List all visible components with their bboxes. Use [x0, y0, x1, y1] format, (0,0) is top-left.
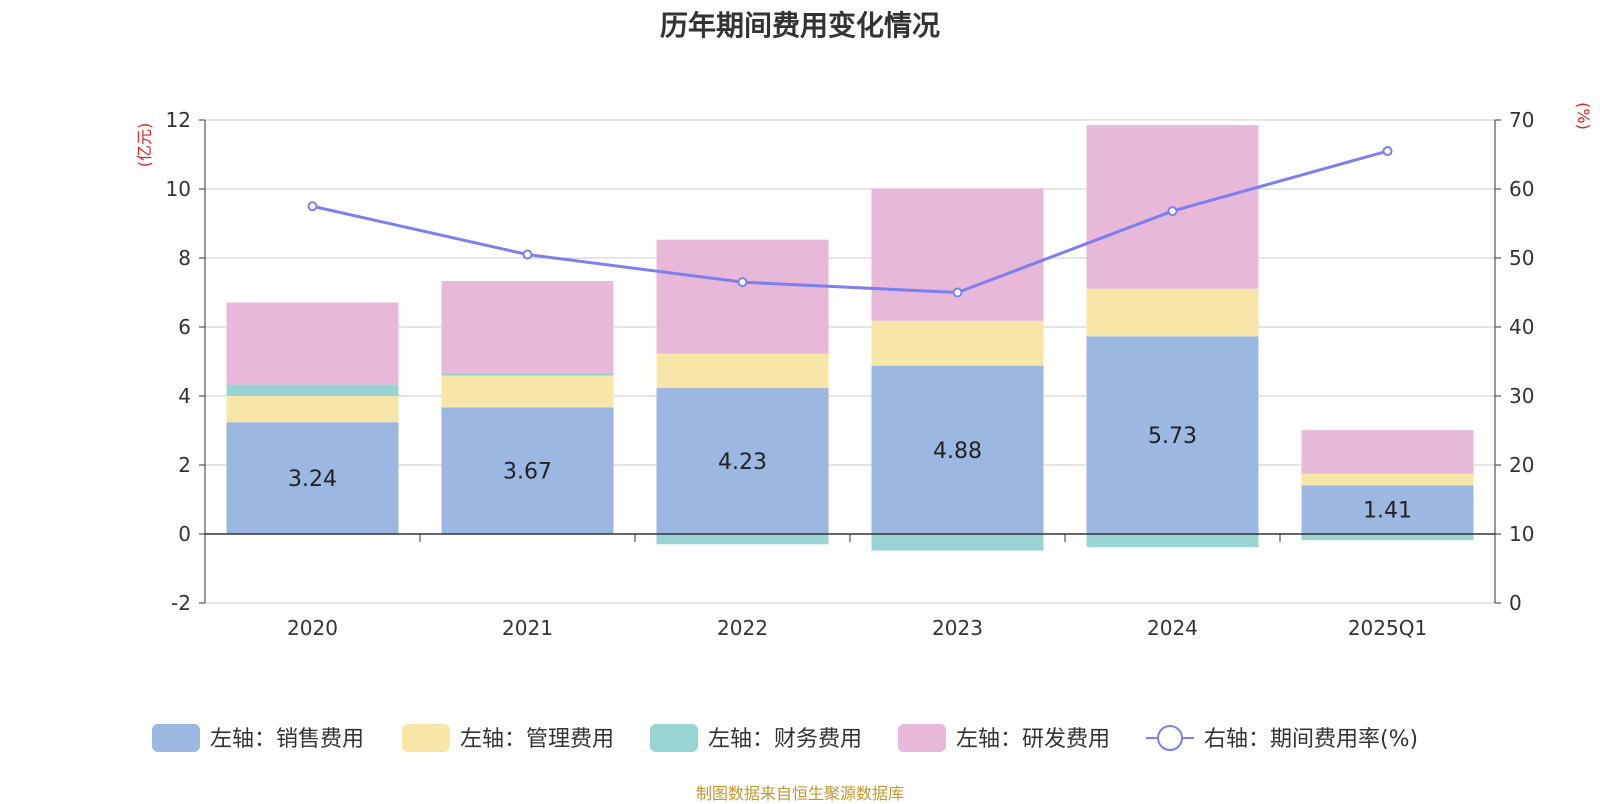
left-tick-label: 2: [178, 453, 191, 477]
right-tick-label: 60: [1509, 177, 1534, 201]
right-tick-label: 10: [1509, 522, 1534, 546]
bar-segment: [441, 372, 614, 376]
legend-label: 左轴：财务费用: [708, 727, 862, 752]
rate-point: [1167, 206, 1178, 217]
bar-segment: [226, 302, 399, 385]
bar-segment: [871, 320, 1044, 366]
axes-layer: -2 0 2 4 6 8 10 12 0 10 20 30 40 50 60 70 2020 2021 2022 20…: [166, 108, 1535, 640]
left-tick-label: 6: [178, 315, 191, 339]
bar-segment: [1301, 430, 1474, 474]
bar-value-label: 4.23: [718, 450, 767, 475]
right-tick-label: 50: [1509, 246, 1534, 270]
bar-segment: [1086, 288, 1259, 337]
bar-segment: [656, 353, 829, 389]
x-tick-label: 2020: [287, 616, 338, 640]
left-tick-label: 0: [178, 522, 191, 546]
right-tick-label: 20: [1509, 453, 1534, 477]
bar-value-label: 4.88: [933, 439, 982, 464]
x-tick-label: 2021: [502, 616, 553, 640]
rate-point: [1382, 146, 1393, 157]
bar-segment: [441, 375, 614, 408]
legend-marker: [1157, 725, 1183, 751]
bar-value-label: 3.24: [288, 467, 337, 492]
right-tick-label: 70: [1509, 108, 1534, 132]
legend: 左轴：销售费用 左轴：管理费用 左轴：财务费用 左轴：研发费用 右轴：期间费用率(%): [152, 724, 1418, 752]
chart-canvas: -2 0 2 4 6 8 10 12 0 10 20 30 40 50 60 70 2020 2021 2022 20…: [135, 102, 1593, 752]
bar-segment: [871, 534, 1044, 551]
bar-segment: [441, 281, 614, 373]
bar-segment: [226, 396, 399, 423]
x-tick-label: 2022: [717, 616, 768, 640]
rate-line: [312, 149, 1388, 295]
right-tick-label: 30: [1509, 384, 1534, 408]
legend-swatch: [152, 724, 200, 752]
bar-segment: [1086, 534, 1259, 548]
bar-segment: [441, 407, 614, 534]
legend-swatch: [650, 724, 698, 752]
bar-value-label: 3.67: [503, 460, 552, 485]
left-tick-label: 8: [178, 246, 191, 270]
rate-line-layer: [307, 146, 1393, 298]
bar-segment: [226, 384, 399, 396]
right-tick-label: 0: [1509, 591, 1522, 615]
rate-point: [737, 277, 748, 288]
left-axis-unit: (亿元): [135, 123, 154, 168]
rate-point: [952, 287, 963, 298]
bar-segment: [656, 388, 829, 534]
legend-label: 左轴：销售费用: [210, 727, 364, 752]
bar-segment: [226, 422, 399, 534]
left-tick-label: 4: [178, 384, 191, 408]
bar-segment: [1301, 485, 1474, 534]
left-tick-label: 12: [166, 108, 191, 132]
bar-layer: [226, 125, 1474, 551]
legend-label: 左轴：管理费用: [460, 727, 614, 752]
left-tick-label: 10: [166, 177, 191, 201]
x-tick-label: 2024: [1147, 616, 1198, 640]
rate-point: [522, 249, 533, 260]
bar-segment: [871, 365, 1044, 534]
bar-value-label: 1.41: [1363, 499, 1412, 524]
bar-segment: [656, 239, 829, 354]
source-note: 制图数据来自恒生聚源数据库: [695, 784, 904, 803]
left-tick-label: -2: [171, 591, 191, 615]
bar-segment: [1086, 336, 1259, 534]
x-tick-label: 2025Q1: [1348, 616, 1427, 640]
bar-segment: [871, 188, 1044, 321]
bar-value-label: 5.73: [1148, 424, 1197, 449]
legend-label: 左轴：研发费用: [956, 727, 1110, 752]
rate-point: [307, 201, 318, 212]
right-tick-label: 40: [1509, 315, 1534, 339]
bar-segment: [656, 534, 829, 545]
data-label-layer: 3.24 3.67 4.23 4.88 5.73 1.41: [288, 424, 1412, 524]
legend-label: 右轴：期间费用率(%): [1204, 727, 1418, 752]
legend-swatch: [402, 724, 450, 752]
bar-segment: [1301, 534, 1474, 541]
bar-segment: [1301, 473, 1474, 486]
legend-swatch: [898, 724, 946, 752]
right-axis-unit: (%): [1574, 102, 1593, 130]
chart-title: 历年期间费用变化情况: [659, 9, 940, 42]
x-tick-label: 2023: [932, 616, 983, 640]
